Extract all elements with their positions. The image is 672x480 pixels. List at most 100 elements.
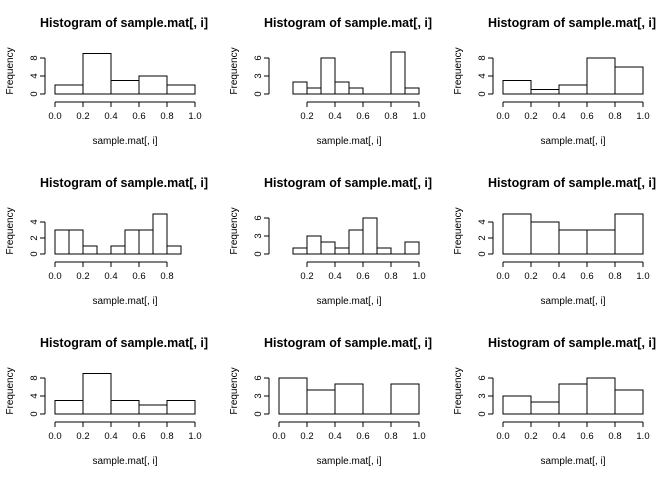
x-tick-label: 1.0 bbox=[636, 271, 649, 282]
x-tick-label: 0.4 bbox=[552, 271, 565, 282]
y-tick-label: 0 bbox=[253, 251, 264, 256]
x-axis-label: sample.mat[, i] bbox=[316, 296, 381, 307]
histogram-bar bbox=[558, 84, 588, 95]
x-tick-label: 0.6 bbox=[580, 431, 593, 442]
histogram-panel-5: Histogram of sample.mat[, i] 0.2 0.4 0.6 0.8… bbox=[229, 176, 432, 307]
x-axis-label: sample.mat[, i] bbox=[92, 296, 157, 307]
histogram-bar bbox=[334, 247, 350, 255]
histogram-panel-6: Histogram of sample.mat[, i] 0.0 0.2 0.4 0.6… bbox=[453, 176, 656, 307]
y-tick-label: 4 bbox=[29, 393, 40, 398]
histogram-panel-2: Histogram of sample.mat[, i] 0.2 0.4 0.6 0.8… bbox=[229, 16, 432, 147]
y-tick-label: 0 bbox=[477, 251, 488, 256]
histogram-bar bbox=[124, 229, 140, 255]
histogram-bar bbox=[404, 241, 420, 255]
histogram-bar bbox=[278, 377, 308, 415]
y-tick-label: 6 bbox=[253, 55, 264, 60]
histogram-bar bbox=[110, 80, 140, 95]
histogram-bar bbox=[54, 229, 70, 255]
chart-title: Histogram of sample.mat[, i] bbox=[488, 16, 656, 30]
x-tick-label: 0.4 bbox=[328, 271, 341, 282]
histogram-bar bbox=[68, 229, 84, 255]
histogram-bar bbox=[166, 245, 182, 255]
y-axis-label: Frequency bbox=[229, 47, 240, 94]
y-tick-label: 0 bbox=[477, 411, 488, 416]
x-tick-label: 1.0 bbox=[636, 431, 649, 442]
x-tick-label: 0.4 bbox=[104, 271, 117, 282]
x-axis-label: sample.mat[, i] bbox=[316, 456, 381, 467]
chart-title: Histogram of sample.mat[, i] bbox=[488, 336, 656, 350]
y-tick-label: 4 bbox=[477, 73, 488, 78]
x-tick-label: 0.4 bbox=[552, 431, 565, 442]
histogram-bar bbox=[586, 57, 616, 95]
y-tick-label: 0 bbox=[477, 91, 488, 96]
chart-title: Histogram of sample.mat[, i] bbox=[264, 336, 432, 350]
y-axis-label: Frequency bbox=[453, 47, 464, 94]
x-tick-label: 0.0 bbox=[48, 111, 61, 122]
histogram-bar bbox=[390, 383, 420, 415]
histogram-bar bbox=[82, 53, 112, 95]
y-tick-label: 4 bbox=[29, 219, 40, 224]
x-tick-label: 0.8 bbox=[160, 271, 173, 282]
y-tick-label: 0 bbox=[253, 411, 264, 416]
histogram-bar bbox=[292, 81, 308, 95]
histogram-bar bbox=[502, 80, 532, 95]
x-axis-label: sample.mat[, i] bbox=[540, 136, 605, 147]
histogram-bar bbox=[530, 401, 560, 415]
x-tick-label: 0.6 bbox=[132, 111, 145, 122]
chart-title: Histogram of sample.mat[, i] bbox=[488, 176, 656, 190]
y-axis-label: Frequency bbox=[5, 367, 16, 414]
x-tick-label: 1.0 bbox=[412, 431, 425, 442]
y-tick-label: 2 bbox=[477, 235, 488, 240]
histogram-bar bbox=[404, 87, 420, 95]
histogram-bar bbox=[586, 377, 616, 415]
x-tick-label: 0.6 bbox=[132, 431, 145, 442]
x-tick-label: 0.6 bbox=[580, 271, 593, 282]
y-axis-label: Frequency bbox=[453, 207, 464, 254]
y-tick-label: 4 bbox=[477, 219, 488, 224]
x-tick-label: 1.0 bbox=[188, 111, 201, 122]
histogram-panel-4: Histogram of sample.mat[, i] 0.0 0.2 0.4 0.6… bbox=[5, 176, 208, 307]
x-tick-label: 0.4 bbox=[104, 111, 117, 122]
histogram-bar bbox=[362, 217, 378, 255]
histogram-bar bbox=[138, 229, 154, 255]
x-tick-label: 0.4 bbox=[552, 111, 565, 122]
x-tick-label: 0.2 bbox=[300, 431, 313, 442]
x-tick-label: 1.0 bbox=[636, 111, 649, 122]
y-axis-label: Frequency bbox=[229, 367, 240, 414]
x-tick-label: 0.2 bbox=[300, 271, 313, 282]
histogram-bar bbox=[54, 400, 84, 415]
histogram-panel-8: Histogram of sample.mat[, i] 0.0 0.2 0.4 0.6… bbox=[229, 336, 432, 467]
histogram-bar bbox=[82, 373, 112, 415]
x-tick-label: 0.0 bbox=[496, 111, 509, 122]
y-tick-label: 6 bbox=[253, 215, 264, 220]
chart-title: Histogram of sample.mat[, i] bbox=[264, 176, 432, 190]
x-tick-label: 0.2 bbox=[76, 271, 89, 282]
histogram-bar bbox=[166, 84, 196, 95]
x-tick-label: 0.8 bbox=[160, 111, 173, 122]
histogram-panel-1: Histogram of sample.mat[, i] 0.0 0.2 0.4 0.6… bbox=[5, 16, 208, 147]
y-tick-label: 2 bbox=[29, 235, 40, 240]
x-axis-label: sample.mat[, i] bbox=[316, 136, 381, 147]
x-tick-label: 0.0 bbox=[496, 271, 509, 282]
y-tick-label: 8 bbox=[477, 55, 488, 60]
x-tick-label: 0.0 bbox=[48, 431, 61, 442]
y-tick-label: 8 bbox=[29, 375, 40, 380]
x-tick-label: 0.4 bbox=[104, 431, 117, 442]
histogram-bar bbox=[558, 229, 588, 255]
histogram-bar bbox=[502, 395, 532, 415]
y-axis-label: Frequency bbox=[5, 47, 16, 94]
x-axis-label: sample.mat[, i] bbox=[92, 456, 157, 467]
histogram-bar bbox=[110, 400, 140, 415]
histogram-bar bbox=[152, 213, 168, 255]
y-axis-label: Frequency bbox=[5, 207, 16, 254]
chart-title: Histogram of sample.mat[, i] bbox=[40, 176, 208, 190]
x-tick-label: 0.2 bbox=[524, 111, 537, 122]
histogram-bar bbox=[530, 221, 560, 255]
y-tick-label: 4 bbox=[29, 73, 40, 78]
histogram-bar bbox=[348, 87, 364, 95]
chart-title: Histogram of sample.mat[, i] bbox=[40, 336, 208, 350]
x-tick-label: 0.0 bbox=[496, 431, 509, 442]
y-tick-label: 0 bbox=[253, 91, 264, 96]
x-tick-label: 0.8 bbox=[384, 111, 397, 122]
y-tick-label: 0 bbox=[29, 91, 40, 96]
